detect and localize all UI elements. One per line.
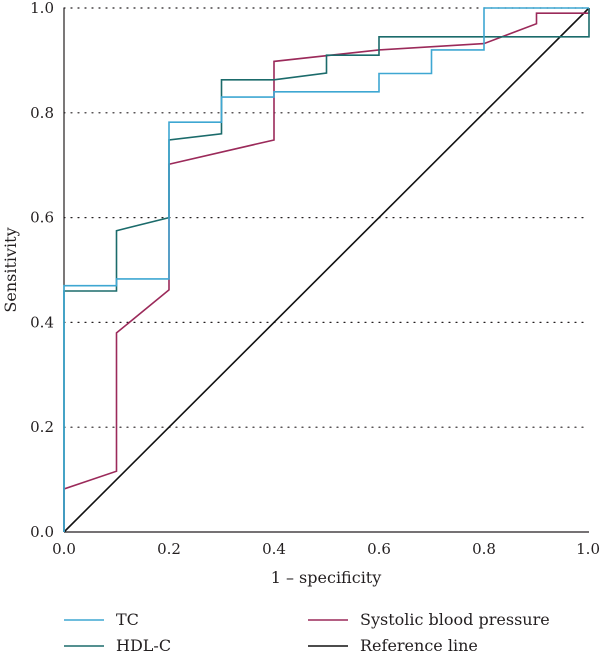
y-tick-label: 0.8 bbox=[30, 104, 54, 122]
x-tick-label: 0.8 bbox=[472, 540, 496, 558]
y-tick-label: 0.4 bbox=[30, 313, 54, 331]
y-tick-label: 0.0 bbox=[30, 523, 54, 541]
y-tick-label: 1.0 bbox=[30, 0, 54, 17]
x-tick-label: 0.2 bbox=[157, 540, 181, 558]
legend-label: HDL-C bbox=[116, 636, 171, 653]
series-line-1 bbox=[63, 8, 590, 532]
series-line-3 bbox=[63, 7, 590, 533]
y-axis-title: Sensitivity bbox=[1, 227, 20, 312]
y-tick-label: 0.2 bbox=[30, 418, 54, 436]
x-tick-label: 0.6 bbox=[367, 540, 391, 558]
x-tick-label: 1.0 bbox=[576, 540, 600, 558]
legend-label: Systolic blood pressure bbox=[360, 610, 550, 629]
legend: TC HDL-C Systolic blood pressure Reference … bbox=[64, 610, 550, 653]
tick-labels: 0.0 0.2 0.4 0.6 0.8 1.0 0.0 0.2 0.4 0.6 0.8 1.0 bbox=[30, 0, 600, 558]
series-lines bbox=[63, 7, 590, 533]
legend-label: Reference line bbox=[360, 636, 478, 653]
legend-label: TC bbox=[116, 610, 139, 629]
y-tick-label: 0.6 bbox=[30, 209, 54, 227]
series-line-2 bbox=[63, 8, 590, 532]
x-tick-label: 0.0 bbox=[52, 540, 76, 558]
x-tick-label: 0.4 bbox=[262, 540, 286, 558]
series-line-0 bbox=[63, 7, 589, 532]
x-axis-title: 1 – specificity bbox=[271, 568, 382, 587]
